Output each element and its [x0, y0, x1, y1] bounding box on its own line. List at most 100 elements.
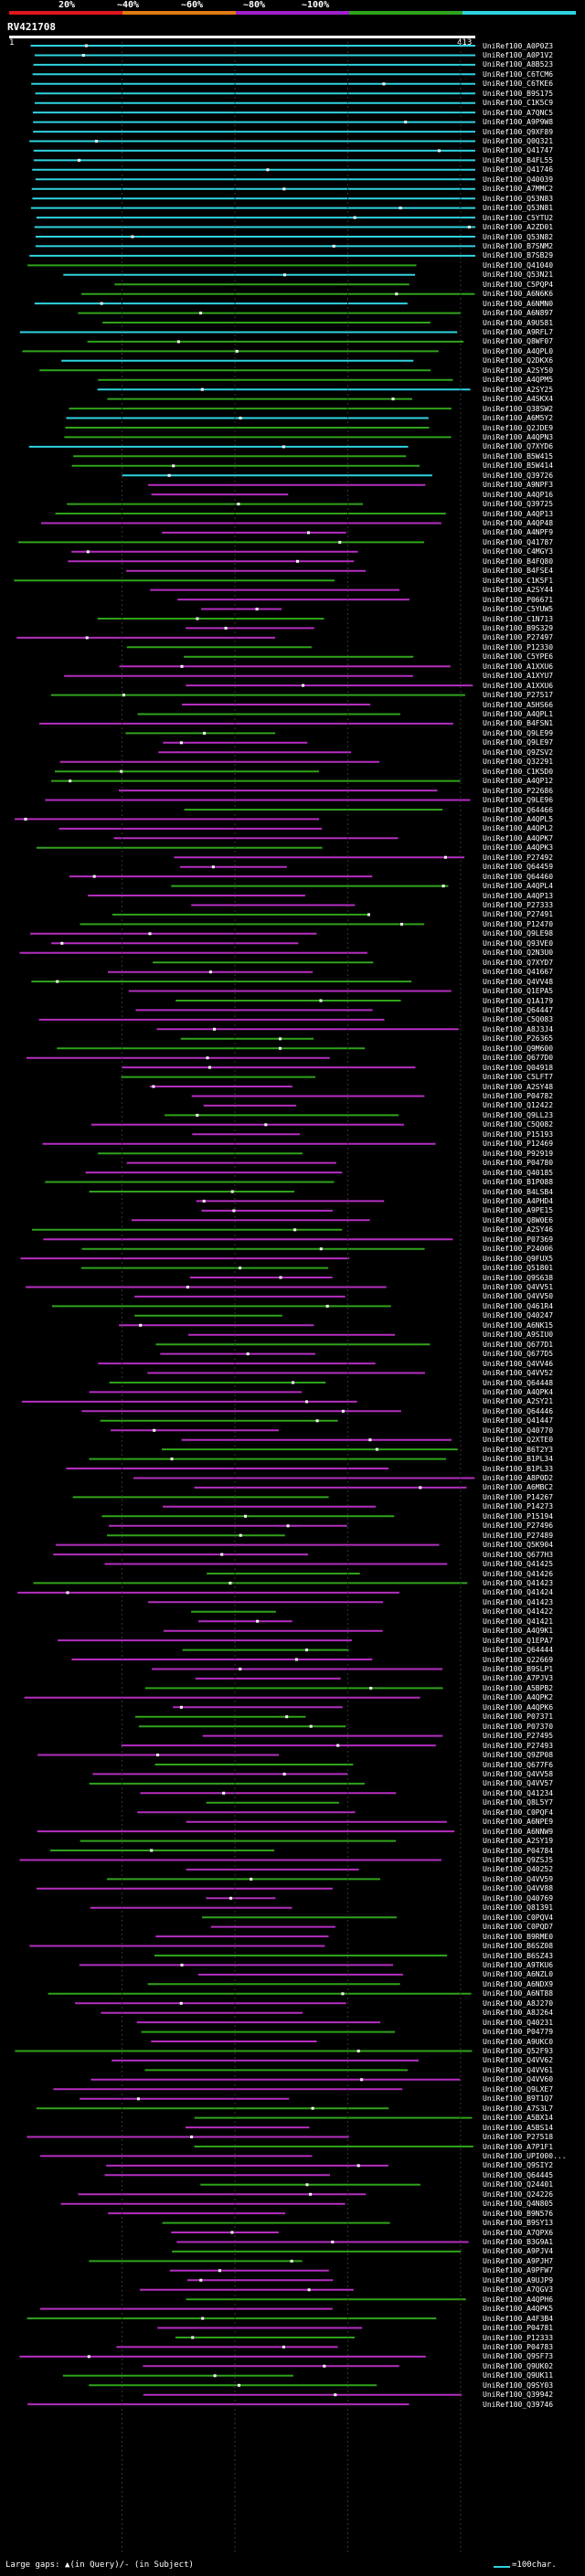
hit-link[interactable]: UniRef100_Q2XTE0 [483, 1436, 554, 1445]
hit-link[interactable]: UniRef100_Q40769 [483, 1893, 554, 1903]
hit-link[interactable]: UniRef100_C5YTU2 [483, 213, 554, 222]
hit-link[interactable]: UniRef100_C6TCM6 [483, 69, 554, 79]
hit-link[interactable]: UniRef100_A0P0Z3 [483, 41, 554, 50]
hit-link[interactable]: UniRef100_C0PQV4 [483, 1913, 554, 1922]
hit-link[interactable]: UniRef100_A9UJP9 [483, 2275, 554, 2284]
hit-link[interactable]: UniRef100_Q4VV59 [483, 1874, 554, 1883]
hit-link[interactable]: UniRef100_P27517 [483, 691, 554, 700]
hit-link[interactable]: UniRef100_Q4VV62 [483, 2056, 554, 2065]
hit-link[interactable]: UniRef100_A4Q9K1 [483, 1627, 554, 1636]
hit-link[interactable]: UniRef100_Q8W0E6 [483, 1215, 554, 1224]
hit-link[interactable]: UniRef100_Q9LXE7 [483, 2084, 554, 2094]
hit-link[interactable]: UniRef100_A6NT88 [483, 1989, 554, 1998]
hit-link[interactable]: UniRef100_A4QPK7 [483, 833, 554, 843]
hit-link[interactable]: UniRef100_A9UKC0 [483, 2037, 554, 2046]
hit-link[interactable]: UniRef100_A4QPM5 [483, 376, 554, 385]
hit-link[interactable]: UniRef100_Q4VV50 [483, 1292, 554, 1301]
hit-link[interactable]: UniRef100_B4FSE4 [483, 567, 554, 576]
hit-link[interactable]: UniRef100_Q41746 [483, 165, 554, 175]
hit-link[interactable]: UniRef100_B9S175 [483, 89, 554, 98]
hit-link[interactable]: UniRef100_Q9XF89 [483, 127, 554, 136]
hit-link[interactable]: UniRef100_Q41425 [483, 1560, 554, 1568]
hit-link[interactable]: UniRef100_B9RME0 [483, 1932, 554, 1941]
hit-link[interactable]: UniRef100_Q64459 [483, 863, 554, 872]
hit-link[interactable]: UniRef100_A2SY19 [483, 1837, 554, 1846]
hit-link[interactable]: UniRef100_Q677F6 [483, 1760, 554, 1769]
hit-link[interactable]: UniRef100_Q51801 [483, 1264, 554, 1273]
hit-link[interactable]: UniRef100_A5BS14 [483, 2123, 554, 2132]
hit-link[interactable]: UniRef100_Q41422 [483, 1607, 554, 1617]
hit-link[interactable]: UniRef100_C5PQP4 [483, 280, 554, 289]
hit-link[interactable]: UniRef100_Q64448 [483, 1378, 554, 1387]
hit-link[interactable]: UniRef100_A9PE15 [483, 1206, 554, 1215]
hit-link[interactable]: UniRef100_Q4VV88 [483, 1884, 554, 1893]
hit-link[interactable]: UniRef100_A4QPL5 [483, 814, 554, 823]
hit-link[interactable]: UniRef100_P07371 [483, 1712, 554, 1722]
hit-link[interactable]: UniRef100_B3G9A1 [483, 2238, 554, 2246]
hit-link[interactable]: UniRef100_Q1EPA7 [483, 1636, 554, 1645]
hit-link[interactable]: UniRef100_A9U581 [483, 318, 554, 327]
hit-link[interactable]: UniRef100_A9PJH7 [483, 2256, 554, 2265]
hit-link[interactable]: UniRef100_P27497 [483, 633, 554, 642]
hit-link[interactable]: UniRef100_Q9LL23 [483, 1110, 554, 1119]
hit-link[interactable]: UniRef100_P22686 [483, 786, 554, 795]
hit-link[interactable]: UniRef100_Q4VV58 [483, 1769, 554, 1778]
hit-link[interactable]: UniRef100_Q1A179 [483, 996, 554, 1005]
hit-link[interactable]: UniRef100_Q64466 [483, 805, 554, 814]
hit-link[interactable]: UniRef100_B9N576 [483, 2209, 554, 2218]
hit-link[interactable]: UniRef100_A7QGV3 [483, 2285, 554, 2295]
hit-link[interactable]: UniRef100_Q2N3U0 [483, 949, 554, 958]
hit-link[interactable]: UniRef100_A1XXU6 [483, 681, 554, 690]
hit-link[interactable]: UniRef100_Q4VV52 [483, 1369, 554, 1377]
hit-link[interactable]: UniRef100_Q4VV46 [483, 1359, 554, 1368]
hit-link[interactable]: UniRef100_Q4VV51 [483, 1283, 554, 1291]
hit-link[interactable]: UniRef100_B4FL55 [483, 155, 554, 164]
hit-link[interactable]: UniRef100_Q9FUX5 [483, 1254, 554, 1263]
hit-link[interactable]: UniRef100_A6NDX9 [483, 1979, 554, 1988]
hit-link[interactable]: UniRef100_A4QPK4 [483, 1387, 554, 1396]
hit-link[interactable]: UniRef100_Q40247 [483, 1311, 554, 1320]
hit-link[interactable]: UniRef100_P04784 [483, 1846, 554, 1855]
hit-link[interactable]: UniRef100_A4QPK6 [483, 1702, 554, 1712]
hit-link[interactable]: UniRef100_Q38SW2 [483, 404, 554, 413]
hit-link[interactable]: UniRef100_Q64446 [483, 1406, 554, 1415]
hit-link[interactable]: UniRef100_A4QPL1 [483, 710, 554, 718]
hit-link[interactable]: UniRef100_P92919 [483, 1149, 554, 1158]
hit-link[interactable]: UniRef100_A8B523 [483, 60, 554, 69]
hit-link[interactable]: UniRef100_C0PQD7 [483, 1923, 554, 1932]
hit-link[interactable]: UniRef100_C4MGY3 [483, 547, 554, 557]
hit-link[interactable]: UniRef100_Q81391 [483, 1903, 554, 1913]
hit-link[interactable]: UniRef100_P27333 [483, 901, 554, 909]
hit-link[interactable]: UniRef100_Q40770 [483, 1426, 554, 1435]
hit-link[interactable]: UniRef100_C5Q082 [483, 1120, 554, 1129]
hit-link[interactable]: UniRef100_A6NZL0 [483, 1970, 554, 1979]
hit-link[interactable]: UniRef100_Q24226 [483, 2189, 554, 2199]
hit-link[interactable]: UniRef100_A7P1F1 [483, 2142, 554, 2151]
hit-link[interactable]: UniRef100_P14267 [483, 1492, 554, 1501]
hit-link[interactable]: UniRef100_Q9S638 [483, 1273, 554, 1282]
hit-link[interactable]: UniRef100_A1XXU6 [483, 662, 554, 671]
hit-link[interactable]: UniRef100_C5YUW5 [483, 605, 554, 613]
hit-link[interactable]: UniRef100_A2ZD01 [483, 223, 554, 231]
hit-link[interactable]: UniRef100_P15193 [483, 1129, 554, 1139]
hit-link[interactable]: UniRef100_Q9ZP08 [483, 1751, 554, 1759]
hit-link[interactable]: UniRef100_A2SY25 [483, 385, 554, 394]
hit-link[interactable]: UniRef100_B4FSN1 [483, 719, 554, 728]
hit-link[interactable]: UniRef100_A6MBC2 [483, 1483, 554, 1492]
hit-link[interactable]: UniRef100_A4QPK3 [483, 843, 554, 853]
hit-link[interactable]: UniRef100_A8P0D2 [483, 1474, 554, 1482]
hit-link[interactable]: UniRef100_A9NPF3 [483, 481, 554, 490]
hit-link[interactable]: UniRef100_A4QP13 [483, 509, 554, 518]
hit-link[interactable]: UniRef100_A4SKX4 [483, 395, 554, 404]
hit-link[interactable]: UniRef100_Q9UK02 [483, 2361, 554, 2370]
hit-link[interactable]: UniRef100_A7MMC2 [483, 185, 554, 194]
hit-link[interactable]: UniRef100_Q41234 [483, 1788, 554, 1797]
hit-link[interactable]: UniRef100_P27493 [483, 1741, 554, 1750]
hit-link[interactable]: UniRef100_Q39942 [483, 2390, 554, 2400]
hit-link[interactable]: UniRef100_A4QP13 [483, 891, 554, 900]
hit-link[interactable]: UniRef100_B6SZ08 [483, 1942, 554, 1950]
hit-link[interactable]: UniRef100_A6N6K6 [483, 290, 554, 299]
hit-link[interactable]: UniRef100_Q64444 [483, 1646, 554, 1655]
hit-link[interactable]: UniRef100_B4FQ80 [483, 557, 554, 566]
hit-link[interactable]: UniRef100_P12469 [483, 1140, 554, 1149]
